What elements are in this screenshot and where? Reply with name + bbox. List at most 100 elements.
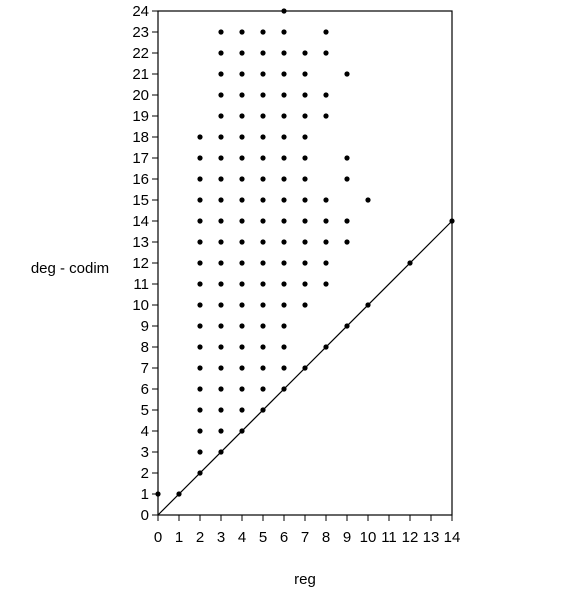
x-tick-label: 0 <box>154 529 162 546</box>
data-point <box>302 92 308 98</box>
y-axis-label: deg - codim <box>31 260 109 277</box>
data-point <box>281 218 287 224</box>
data-point <box>218 365 224 371</box>
y-tick-label: 1 <box>141 486 149 503</box>
data-point <box>197 302 203 308</box>
data-point <box>260 365 266 371</box>
y-tick-label: 13 <box>132 234 149 251</box>
data-point <box>218 386 224 392</box>
data-point <box>239 92 245 98</box>
data-point <box>239 197 245 203</box>
x-tick-label: 14 <box>444 529 461 546</box>
data-point <box>260 386 266 392</box>
y-tick-label: 10 <box>132 297 149 314</box>
y-tick-label: 18 <box>132 129 149 146</box>
y-tick-label: 6 <box>141 381 149 398</box>
data-point <box>197 386 203 392</box>
data-point <box>281 260 287 266</box>
x-tick-label: 5 <box>259 529 267 546</box>
y-tick-label: 24 <box>132 3 149 20</box>
points-layer <box>155 8 455 497</box>
data-point <box>260 239 266 245</box>
data-point <box>197 155 203 161</box>
data-point <box>218 407 224 413</box>
data-point <box>344 176 350 182</box>
data-point <box>218 176 224 182</box>
data-point <box>323 29 329 35</box>
data-point <box>344 71 350 77</box>
data-point <box>281 386 287 392</box>
data-point <box>260 134 266 140</box>
data-point <box>197 449 203 455</box>
data-point <box>197 344 203 350</box>
data-point <box>344 218 350 224</box>
data-point <box>260 344 266 350</box>
data-point <box>239 239 245 245</box>
x-tick-label: 9 <box>343 529 351 546</box>
data-point <box>239 113 245 119</box>
data-point <box>260 113 266 119</box>
y-tick-label: 7 <box>141 360 149 377</box>
data-point <box>302 71 308 77</box>
data-point <box>260 260 266 266</box>
data-point <box>281 176 287 182</box>
x-tick-label: 11 <box>381 529 397 546</box>
data-point <box>197 197 203 203</box>
x-tick-label: 7 <box>301 529 309 546</box>
data-point <box>344 155 350 161</box>
data-point <box>281 197 287 203</box>
x-tick-label: 12 <box>402 529 419 546</box>
data-point <box>260 176 266 182</box>
data-point <box>197 218 203 224</box>
y-tick-label: 8 <box>141 339 149 356</box>
data-point <box>218 344 224 350</box>
data-point <box>281 8 287 14</box>
data-point <box>176 491 182 497</box>
data-point <box>281 302 287 308</box>
data-point <box>218 113 224 119</box>
data-point <box>260 407 266 413</box>
y-tick-label: 16 <box>132 171 149 188</box>
data-point <box>218 29 224 35</box>
data-point <box>155 491 161 497</box>
data-point <box>323 197 329 203</box>
data-point <box>218 281 224 287</box>
data-point <box>260 197 266 203</box>
data-point <box>281 344 287 350</box>
data-point <box>302 365 308 371</box>
data-point <box>281 29 287 35</box>
data-point <box>302 239 308 245</box>
y-tick-label: 5 <box>141 402 149 419</box>
tick-layer: 0 1 2 3 4 5 6 7 8 9 10 11 12 13 1401234567891011121314… <box>132 3 460 546</box>
data-point <box>197 134 203 140</box>
data-point <box>302 218 308 224</box>
data-point <box>197 239 203 245</box>
y-tick-label: 11 <box>133 276 149 293</box>
x-tick-label: 2 <box>196 529 204 546</box>
data-point <box>281 92 287 98</box>
data-point <box>218 302 224 308</box>
data-point <box>323 281 329 287</box>
data-point <box>344 323 350 329</box>
data-point <box>218 71 224 77</box>
data-point <box>197 176 203 182</box>
y-tick-label: 3 <box>141 444 149 461</box>
data-point <box>281 239 287 245</box>
data-point <box>239 134 245 140</box>
x-axis-label: reg <box>294 571 316 588</box>
data-point <box>239 71 245 77</box>
y-tick-label: 17 <box>132 150 149 167</box>
data-point <box>239 29 245 35</box>
data-point <box>281 155 287 161</box>
y-tick-label: 15 <box>132 192 149 209</box>
y-tick-label: 20 <box>132 87 149 104</box>
data-point <box>239 323 245 329</box>
data-point <box>260 50 266 56</box>
data-point <box>260 92 266 98</box>
data-point <box>218 323 224 329</box>
data-point <box>218 155 224 161</box>
data-point <box>407 260 413 266</box>
data-point <box>302 155 308 161</box>
data-point <box>239 428 245 434</box>
